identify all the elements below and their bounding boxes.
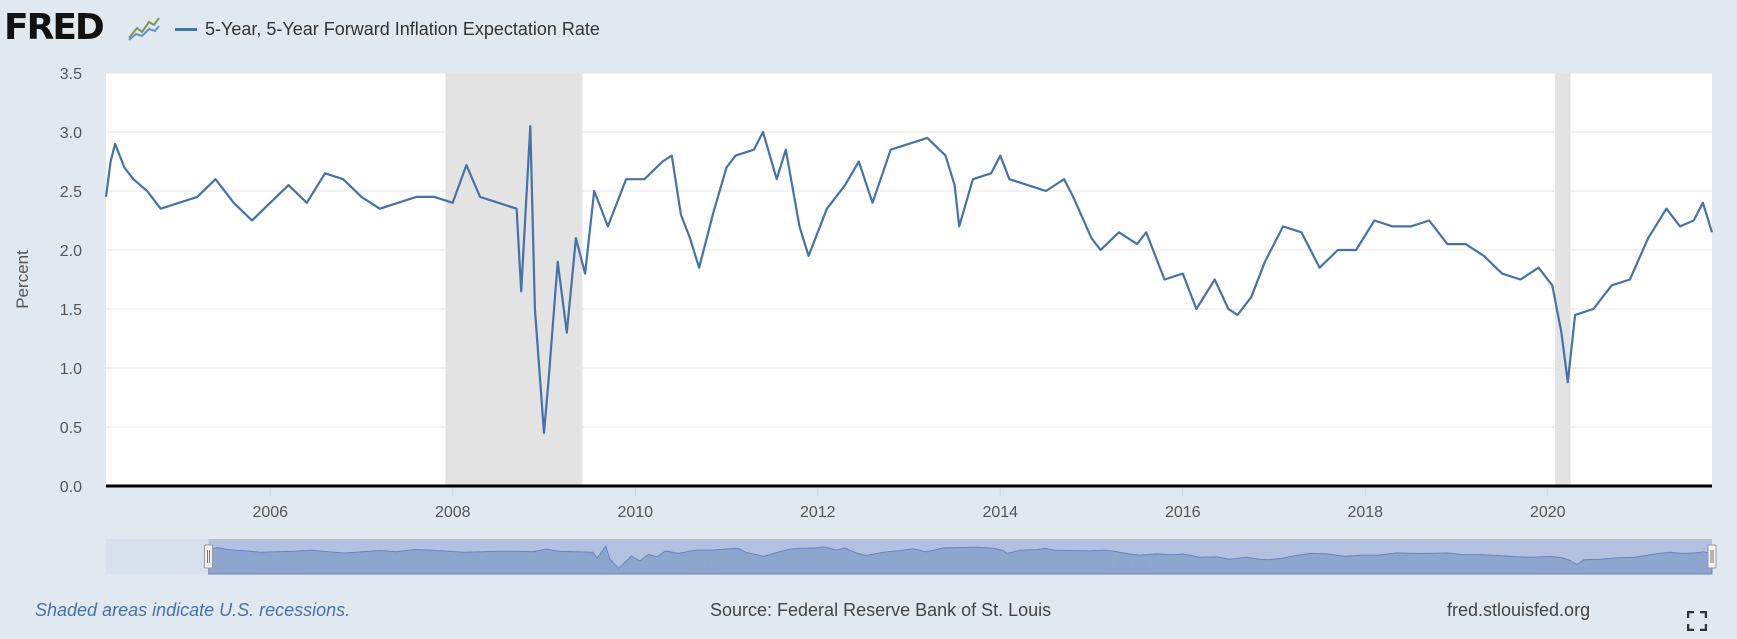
navigator-label: 2010	[687, 558, 720, 575]
recession-note: Shaded areas indicate U.S. recessions.	[35, 600, 351, 620]
y-tick-label: 3.0	[60, 125, 82, 142]
x-tick-label: 2020	[1530, 504, 1566, 521]
y-tick-label: 0.5	[60, 420, 82, 437]
source-text: Source: Federal Reserve Bank of St. Loui…	[710, 600, 1052, 620]
navigator-handle[interactable]	[204, 544, 214, 569]
plot-background	[106, 73, 1712, 486]
x-tick-label: 2008	[435, 504, 471, 521]
y-tick-label: 0.0	[60, 479, 82, 496]
recession-band-1	[1555, 73, 1571, 486]
navigator-label: 2015	[1114, 558, 1147, 575]
navigator-selection	[208, 539, 1713, 574]
navigator-mask	[106, 539, 209, 574]
x-tick-label: 2014	[982, 504, 1018, 521]
x-tick-label: 2006	[252, 504, 288, 521]
chart-area[interactable]: 0.0 0.5 1.0 1.5 2.0 2.5 3.0 3.5 2006 2008 2010 2012…	[0, 58, 1737, 588]
chart-header: FRED 5-Year, 5-Year Forward Inflation Ex…	[0, 0, 1737, 58]
y-tick-label: 1.0	[60, 361, 82, 378]
navigator-series	[208, 545, 1713, 575]
fred-logo[interactable]: FRED	[4, 7, 105, 48]
x-tick-label: 2012	[800, 504, 836, 521]
navigator-label: 2020	[1542, 558, 1575, 575]
legend-swatch	[175, 27, 197, 31]
navigator-handle[interactable]	[1707, 544, 1717, 569]
x-tick-label: 2010	[617, 504, 653, 521]
site-url[interactable]: fred.stlouisfed.org	[1447, 600, 1591, 620]
series-line-0	[104, 125, 1714, 434]
fullscreen-icon[interactable]	[1687, 611, 1707, 631]
y-tick-label: 1.5	[60, 302, 82, 319]
x-tick-label: 2018	[1347, 504, 1383, 521]
y-tick-label: 3.5	[60, 66, 82, 83]
recession-band-0	[445, 73, 583, 486]
y-axis-label: Percent	[13, 250, 32, 309]
y-tick-label: 2.0	[60, 243, 82, 260]
legend[interactable]: 5-Year, 5-Year Forward Inflation Expecta…	[175, 17, 600, 41]
legend-label: 5-Year, 5-Year Forward Inflation Expecta…	[205, 18, 600, 39]
x-tick-label: 2016	[1165, 504, 1201, 521]
y-tick-label: 2.5	[60, 184, 82, 201]
navigator-label: 2005	[260, 558, 293, 575]
chart-line-icon	[127, 14, 161, 42]
